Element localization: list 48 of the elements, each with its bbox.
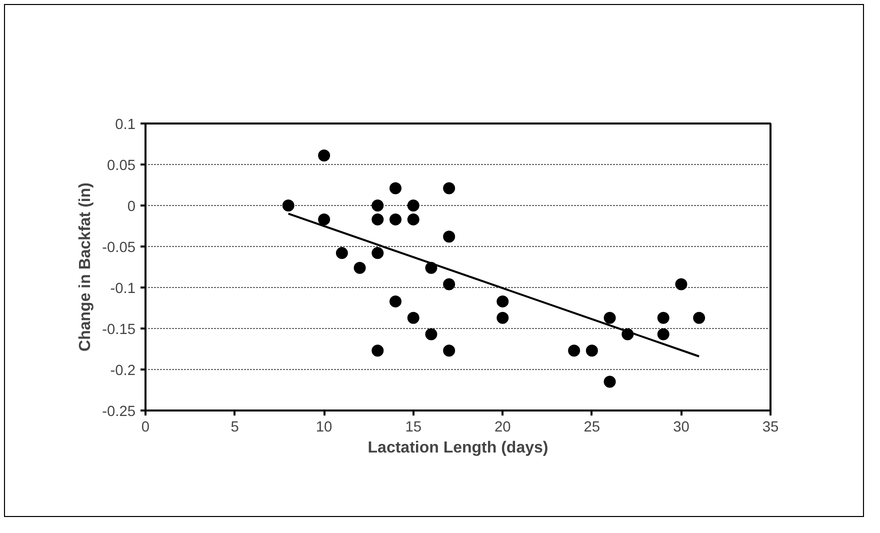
y-tick-label: -0.05 [102, 240, 136, 256]
point [443, 182, 456, 194]
x-tick-label: 0 [141, 420, 150, 436]
x-axis-title: Lactation Length (days) [368, 440, 548, 456]
point [568, 344, 580, 357]
x-tick-label: 15 [405, 420, 422, 436]
point [425, 328, 438, 340]
x-tick-label: 25 [584, 420, 600, 436]
point [693, 312, 706, 324]
point [675, 278, 688, 290]
x-tick-label: 35 [762, 420, 779, 436]
y-tick-label: -0.2 [110, 363, 136, 379]
y-tick-label: -0.25 [102, 404, 136, 420]
point [604, 312, 616, 324]
y-tick-label: 0.05 [106, 158, 136, 174]
point [443, 344, 456, 357]
point [318, 149, 330, 162]
x-tick-label: 20 [494, 420, 511, 436]
point [372, 213, 384, 226]
x-tick-label: 30 [673, 420, 690, 436]
point [496, 295, 509, 308]
point [318, 213, 330, 226]
point [657, 312, 670, 324]
point [372, 344, 384, 357]
y-axis-title: Change in Backfat (in) [77, 182, 94, 352]
point [407, 213, 420, 226]
point [390, 295, 402, 308]
point [443, 230, 456, 243]
y-tick-label: -0.1 [110, 281, 136, 297]
point [372, 247, 384, 260]
y-tick-label: -0.15 [102, 322, 136, 338]
point [390, 182, 402, 194]
point [282, 200, 294, 212]
point [390, 213, 402, 226]
point [604, 376, 616, 388]
point [586, 344, 598, 357]
y-tick-label: 0 [127, 199, 136, 215]
point [407, 200, 420, 212]
x-tick-label: 10 [316, 420, 332, 436]
point [657, 328, 670, 340]
point [443, 278, 456, 290]
point [407, 312, 420, 324]
point [336, 247, 348, 260]
point [496, 312, 509, 324]
x-tick-label: 5 [230, 420, 239, 436]
point [354, 262, 366, 274]
y-tick-label: 0.1 [115, 117, 136, 133]
point [372, 200, 384, 212]
